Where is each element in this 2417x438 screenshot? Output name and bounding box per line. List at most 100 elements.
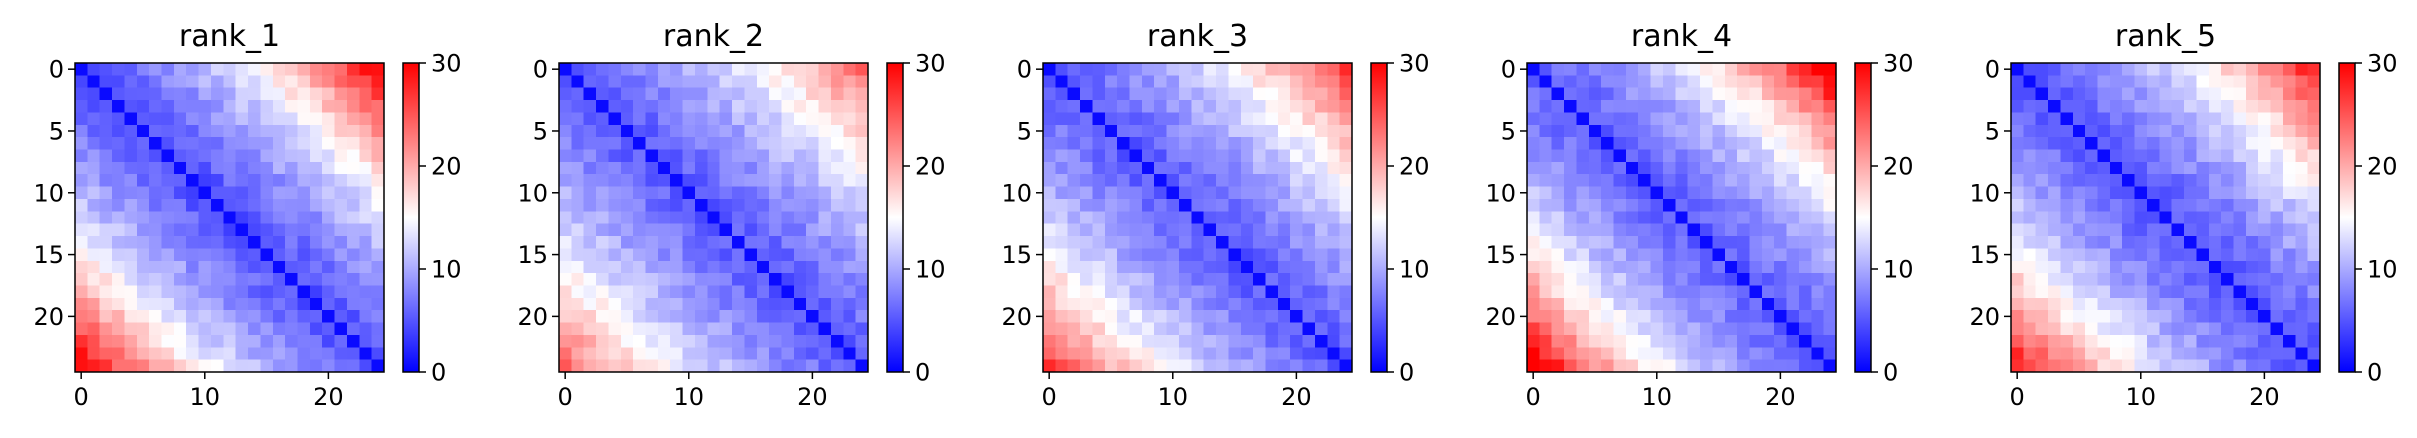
heatmap-cell [2196,211,2210,225]
heatmap-cell [1117,75,1131,89]
heatmap-cell [2282,198,2296,212]
heatmap-cell [2146,322,2160,336]
heatmap-cell [1080,112,1094,126]
heatmap-cell [682,174,696,188]
heatmap-cell [2072,63,2086,76]
heatmap-cell [198,236,212,249]
heatmap-cell [1154,112,1168,126]
heatmap-cell [2109,63,2123,76]
heatmap-cell [248,161,261,175]
heatmap-cell [87,75,101,89]
heatmap-cell [2295,124,2309,138]
heatmap-cell [2109,137,2123,151]
heatmap-cell [1823,359,1837,373]
heatmap-cell [2134,285,2148,299]
heatmap-cell [186,285,200,299]
heatmap-cell [1216,112,1229,126]
heatmap-cell [75,87,88,101]
heatmap-cell [2221,161,2235,175]
heatmap-cell [756,297,770,311]
heatmap-cell [1191,297,1205,311]
heatmap-cell [1564,359,1578,373]
heatmap-cell [2258,334,2272,348]
heatmap-cell [793,137,807,151]
heatmap-cell [149,211,163,225]
heatmap-cell [571,273,585,287]
heatmap-cell [173,100,187,114]
heatmap-cell [1104,137,1118,151]
heatmap-cell [359,112,373,126]
colorbar-tick-label: 10 [1883,256,1914,284]
heatmap-cell [830,223,844,237]
heatmap-cell [1588,161,1602,175]
heatmap-cell [1650,149,1664,163]
heatmap-cell [1761,186,1775,200]
y-tick-label: 10 [1969,179,2000,207]
heatmap-cell [645,149,659,163]
heatmap-cell [1650,285,1664,299]
heatmap-cell [559,63,572,76]
heatmap-cell [633,112,647,126]
heatmap-cell [2184,285,2197,299]
heatmap-cell [1638,198,1652,212]
heatmap-cell [186,273,200,287]
heatmap-cell [1749,63,1763,76]
heatmap-cell [235,198,249,212]
heatmap-cell [1277,359,1291,373]
heatmap-cell [1314,248,1328,262]
heatmap-cell [2196,174,2210,188]
heatmap-cell [2282,112,2296,126]
heatmap-cell [1551,87,1565,101]
heatmap-cell [1290,223,1304,237]
heatmap-cell [272,87,286,101]
heatmap-cell [818,273,832,287]
heatmap-cell [2097,100,2111,114]
heatmap-cell [173,112,187,126]
heatmap-cell [2270,260,2284,274]
heatmap-cell [818,100,832,114]
heatmap-cell [198,174,212,188]
heatmap-cell [2270,87,2284,101]
heatmap-cell [1712,223,1726,237]
heatmap-cell [657,248,671,262]
heatmap-cell [1527,347,1540,361]
heatmap-cell [2208,347,2222,361]
heatmap-cell [2233,137,2247,151]
heatmap-cell [75,322,88,336]
heatmap-cell [1527,359,1540,373]
heatmap-cell [732,310,745,324]
heatmap-cell [2258,174,2272,188]
heatmap-cell [322,174,336,188]
heatmap-cell [806,310,820,324]
heatmap-cell [793,334,807,348]
heatmap-cell [1774,87,1788,101]
heatmap-cell [334,137,348,151]
heatmap-cell [1650,174,1664,188]
heatmap-cell [2097,211,2111,225]
heatmap-cell [371,285,385,299]
heatmap-cell [1539,248,1553,262]
heatmap-cell [1216,198,1229,212]
heatmap-cell [1154,161,1168,175]
heatmap-cell [1761,273,1775,287]
heatmap-cell [2035,285,2049,299]
heatmap-cell [309,124,323,138]
heatmap-cell [2233,322,2247,336]
heatmap-cell [248,297,261,311]
heatmap-cell [806,260,820,274]
heatmap-cell [1811,112,1825,126]
heatmap-cell [346,310,360,324]
heatmap-cell [124,347,138,361]
heatmap-cell [1265,248,1279,262]
heatmap-cell [2221,236,2235,249]
heatmap-cell [1339,260,1353,274]
heatmap-cell [2011,334,2024,348]
heatmap-cell [2159,186,2173,200]
heatmap-cell [1092,149,1106,163]
heatmap-cell [2258,236,2272,249]
heatmap-cell [309,137,323,151]
heatmap-cell [633,211,647,225]
heatmap-cell [1314,137,1328,151]
heatmap-cell [1314,223,1328,237]
heatmap-cell [322,124,336,138]
